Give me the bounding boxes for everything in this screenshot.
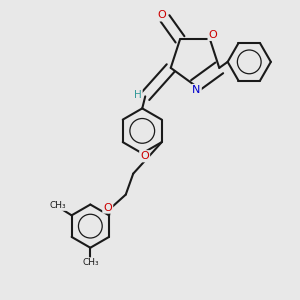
Text: O: O: [208, 30, 217, 40]
Text: N: N: [192, 85, 201, 95]
Text: CH₃: CH₃: [82, 258, 99, 267]
Text: O: O: [158, 11, 166, 20]
Text: O: O: [140, 151, 149, 161]
Text: H: H: [134, 90, 142, 100]
Text: CH₃: CH₃: [50, 201, 66, 210]
Text: O: O: [103, 202, 112, 212]
